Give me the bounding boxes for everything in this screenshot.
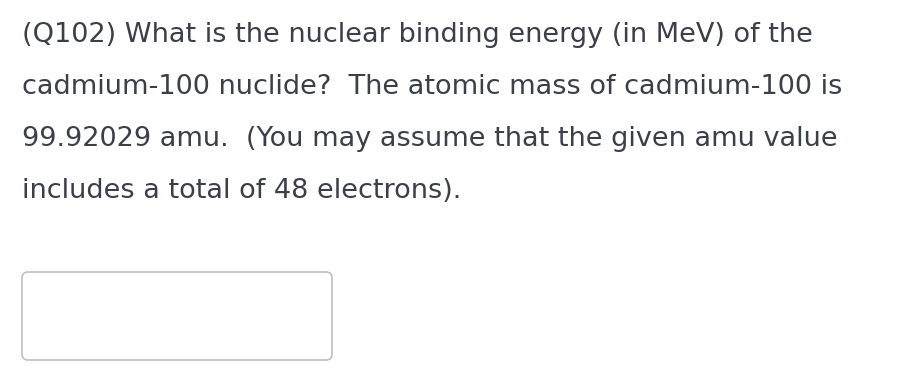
FancyBboxPatch shape xyxy=(22,272,332,360)
Text: cadmium-100 nuclide?  The atomic mass of cadmium-100 is: cadmium-100 nuclide? The atomic mass of … xyxy=(22,74,842,100)
Text: 99.92029 amu.  (You may assume that the given amu value: 99.92029 amu. (You may assume that the g… xyxy=(22,126,838,152)
Text: (Q102) What is the nuclear binding energy (in MeV) of the: (Q102) What is the nuclear binding energ… xyxy=(22,22,813,48)
Text: includes a total of 48 electrons).: includes a total of 48 electrons). xyxy=(22,178,462,204)
